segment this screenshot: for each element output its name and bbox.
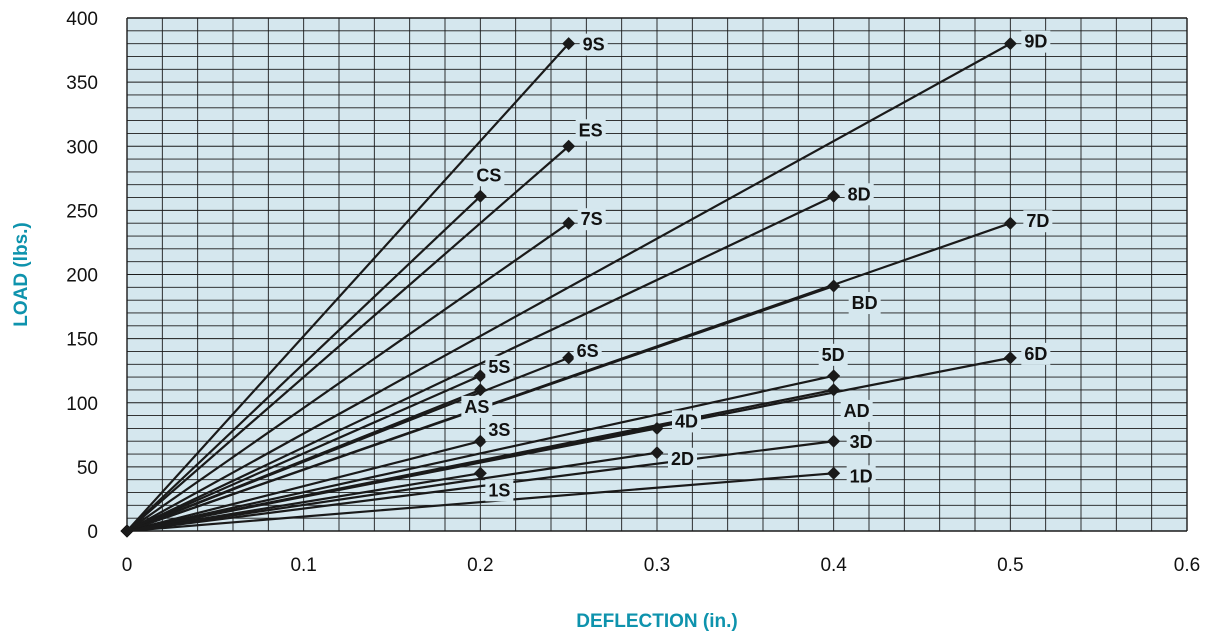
series-line-5d <box>126 374 834 533</box>
series-line-8d <box>126 195 835 532</box>
series-label-7d: 7D <box>1026 211 1049 231</box>
series-line-9s <box>126 42 570 532</box>
series-label-background <box>485 479 514 502</box>
series-label-background <box>844 183 874 206</box>
x-tick-label: 0.1 <box>290 555 316 576</box>
series-line-3d <box>126 440 834 533</box>
series-label-es: ES <box>579 120 603 140</box>
y-tick-label: 350 <box>66 73 98 94</box>
series-label-8d: 8D <box>848 184 871 204</box>
data-point-9d <box>1003 37 1017 51</box>
data-point-8d <box>827 189 841 203</box>
series-label-5s: 5S <box>488 357 510 377</box>
y-tick-label: 50 <box>77 458 98 479</box>
data-point-6s <box>562 351 576 365</box>
series-markers <box>120 37 1017 538</box>
x-tick-label: 0.4 <box>820 555 847 576</box>
series-label-background <box>579 33 608 56</box>
series-label-as: AS <box>464 397 489 417</box>
series-label-3d: 3D <box>850 432 873 452</box>
y-tick-label: 300 <box>66 137 98 158</box>
data-point-3d <box>827 434 841 448</box>
series-line-4d <box>126 427 658 533</box>
series-line-cs <box>126 195 482 532</box>
series-line-as <box>126 388 481 533</box>
series-label-6s: 6S <box>577 341 599 361</box>
x-tick-label: 0.6 <box>1174 555 1200 576</box>
series-label-background <box>848 292 881 315</box>
x-tick-label: 0 <box>122 555 133 576</box>
series-label-background <box>577 208 606 231</box>
data-point-1s <box>473 466 487 480</box>
series-label-background <box>846 431 876 454</box>
series-line-5s <box>126 374 481 533</box>
data-point-7d <box>1003 216 1017 230</box>
series-line-9d <box>126 42 1011 532</box>
series-label-background <box>668 447 698 470</box>
series-label-bd: BD <box>852 293 878 313</box>
x-tick-label: 0.5 <box>997 555 1023 576</box>
series-label-9s: 9S <box>583 35 605 55</box>
data-point-bd <box>827 279 841 293</box>
data-point-3s <box>473 434 487 448</box>
series-label-1d: 1D <box>850 466 873 486</box>
x-tick-label: 0.2 <box>467 555 493 576</box>
data-point-7s <box>562 216 576 230</box>
series-label-background <box>473 164 505 187</box>
series-label-background <box>485 419 514 442</box>
series-line-7s <box>126 222 570 532</box>
series-label-6d: 6D <box>1024 344 1047 364</box>
series-line-3s <box>126 440 481 533</box>
series-label-1s: 1S <box>488 480 510 500</box>
series-line-2d <box>126 451 658 533</box>
data-point-1d <box>827 466 841 480</box>
series-label-cs: CS <box>476 165 501 185</box>
series-label-background <box>672 410 702 433</box>
x-axis-title: DEFLECTION (in.) <box>576 611 737 632</box>
series-label-9d: 9D <box>1024 32 1047 52</box>
data-point-as <box>473 383 487 397</box>
data-point-cs <box>473 189 487 203</box>
series-label-background <box>461 395 493 418</box>
y-tick-label: 250 <box>66 201 98 222</box>
series-label-background <box>485 355 514 378</box>
data-point-ad <box>827 383 841 397</box>
series-label-background <box>846 465 876 488</box>
data-point-5d <box>827 369 841 383</box>
series-label-background <box>1021 342 1051 365</box>
series-label-7s: 7S <box>581 209 603 229</box>
y-tick-label: 100 <box>66 394 98 415</box>
series-label-3s: 3S <box>488 420 510 440</box>
x-tick-label: 0.3 <box>644 555 670 576</box>
data-point-6d <box>1003 351 1017 365</box>
series-label-background <box>575 119 606 142</box>
data-point-5s <box>473 369 487 383</box>
data-point-2d <box>650 446 664 460</box>
series-labels: 9S ES CS 7S 6S 5S AS 3S 1S 9D 8D 7D BD 6D 5D AD 4D 3D 2D 1D <box>461 30 1053 502</box>
series-label-background <box>1021 30 1051 53</box>
y-tick-label: 200 <box>66 266 98 287</box>
series-label-background <box>818 343 848 366</box>
tick-labels: 0 0.1 0.2 0.3 0.4 0.5 0.6 0 50 100 150 200 250 300 350… <box>66 9 1200 576</box>
series-label-2d: 2D <box>671 449 694 469</box>
series-label-5d: 5D <box>822 345 845 365</box>
series-label-background <box>840 399 873 422</box>
series-label-background <box>573 339 602 362</box>
data-point-9s <box>562 37 576 51</box>
y-tick-label: 150 <box>66 330 98 351</box>
y-tick-label: 0 <box>87 522 98 543</box>
series-label-4d: 4D <box>675 411 698 431</box>
y-axis-title: LOAD (lbs.) <box>11 222 32 327</box>
series-line-es <box>126 145 570 532</box>
y-tick-label: 400 <box>66 9 98 30</box>
data-point-1d <box>120 524 134 538</box>
series-label-background <box>1023 210 1053 233</box>
data-point-es <box>562 139 576 153</box>
data-point-4d <box>650 421 664 435</box>
series-label-ad: AD <box>844 401 870 421</box>
series-line-1d <box>126 472 834 533</box>
